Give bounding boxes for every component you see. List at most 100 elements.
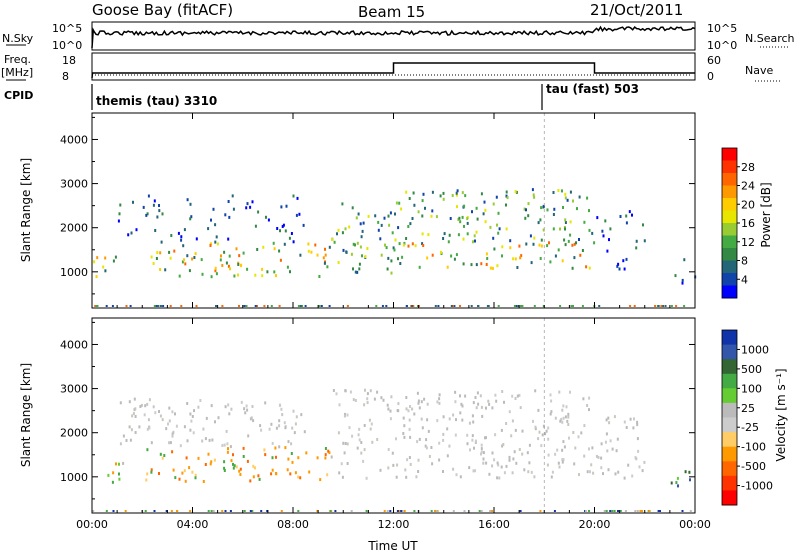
scatter-cell — [280, 205, 283, 209]
scatter-cell — [184, 479, 187, 483]
scatter-cell — [304, 305, 307, 307]
scatter-cell — [464, 194, 467, 198]
scatter-cell — [473, 234, 476, 238]
scatter-cell — [466, 217, 469, 221]
scatter-cell — [636, 510, 639, 512]
scatter-cell — [660, 305, 663, 307]
power-colorbar-label: Power [dB] — [759, 182, 773, 247]
scatter-cell — [583, 454, 586, 458]
scatter-cell — [246, 202, 249, 206]
scatter-cell — [293, 431, 296, 435]
scatter-cell — [202, 480, 205, 483]
scatter-cell — [562, 458, 565, 462]
scatter-cell — [357, 212, 360, 216]
scatter-cell — [458, 216, 461, 220]
scatter-cell — [298, 212, 301, 216]
scatter-cell — [468, 466, 471, 470]
scatter-cell — [414, 244, 417, 248]
scatter-cell — [344, 389, 347, 393]
scatter-cell — [361, 229, 364, 233]
scatter-cell — [292, 240, 295, 244]
scatter-cell — [278, 445, 281, 449]
scatter-cell — [562, 206, 564, 209]
scatter-cell — [330, 455, 333, 459]
scatter-cell — [438, 441, 441, 445]
scatter-cell — [472, 469, 475, 473]
scatter-cell — [534, 425, 537, 429]
scatter-cell — [495, 399, 498, 403]
colorbar-swatch — [722, 417, 737, 433]
scatter-cell — [407, 244, 410, 248]
scatter-cell — [564, 415, 567, 419]
scatter-cell — [572, 199, 574, 203]
scatter-cell — [360, 441, 363, 444]
scatter-cell — [562, 440, 565, 444]
colorbar-tick-label: -100 — [741, 441, 766, 454]
scatter-cell — [266, 270, 269, 274]
scatter-cell — [493, 247, 496, 251]
scatter-cell — [459, 220, 462, 224]
scatter-cell — [511, 394, 514, 398]
scatter-cell — [257, 474, 260, 478]
scatter-cell — [362, 221, 365, 225]
scatter-cell — [634, 510, 637, 512]
scatter-cell — [641, 469, 644, 473]
scatter-cell — [273, 270, 276, 274]
scatter-cell — [194, 476, 197, 480]
scatter-cell — [394, 238, 397, 242]
scatter-cell — [514, 428, 517, 432]
scatter-cell — [272, 241, 275, 245]
scatter-cell — [542, 204, 545, 208]
scatter-cell — [561, 460, 564, 464]
scatter-cell — [582, 397, 585, 401]
scatter-cell — [496, 264, 499, 268]
scatter-cell — [551, 470, 554, 474]
scatter-cell — [407, 225, 410, 228]
scatter-cell — [485, 436, 487, 440]
scatter-cell — [519, 406, 522, 410]
scatter-cell — [540, 444, 543, 448]
scatter-cell — [421, 199, 424, 203]
scatter-cell — [437, 305, 440, 307]
scatter-cell — [413, 412, 416, 416]
scatter-cell — [132, 200, 134, 204]
scatter-cell — [592, 471, 595, 475]
scatter-cell — [191, 257, 194, 261]
scatter-cell — [566, 419, 569, 423]
scatter-cell — [227, 403, 230, 407]
scatter-cell — [505, 422, 508, 425]
scatter-cell — [146, 212, 149, 216]
scatter-cell — [537, 437, 540, 441]
scatter-cell — [492, 236, 495, 240]
scatter-cell — [403, 435, 406, 439]
scatter-cell — [278, 249, 281, 253]
scatter-cell — [254, 305, 257, 307]
scatter-cell — [264, 453, 267, 457]
scatter-cell — [336, 232, 338, 236]
scatter-cell — [525, 208, 527, 212]
scatter-cell — [489, 266, 492, 270]
scatter-cell — [533, 475, 536, 479]
scatter-cell — [496, 461, 499, 465]
scatter-cell — [515, 461, 518, 465]
scatter-cell — [257, 210, 260, 214]
scatter-cell — [588, 228, 591, 232]
scatter-cell — [362, 459, 365, 463]
scatter-cell — [559, 227, 561, 231]
scatter-cell — [448, 233, 451, 237]
scatter-cell — [287, 440, 290, 444]
scatter-cell — [363, 448, 366, 452]
cpid-segment-1: themis (tau) 3310 — [96, 94, 217, 108]
scatter-cell — [357, 433, 360, 437]
scatter-cell — [554, 452, 557, 456]
scatter-cell — [156, 215, 159, 219]
scatter-cell — [283, 421, 286, 425]
scatter-cell — [613, 510, 616, 512]
scatter-cell — [471, 434, 474, 438]
scatter-cell — [480, 452, 482, 456]
scatter-cell — [314, 243, 317, 247]
scatter-cell — [190, 215, 193, 219]
scatter-cell — [484, 220, 487, 224]
velocity-panel: 00:00 04:00 08:00 12:00 16:00 20:00 00:00 1000 2… — [19, 317, 711, 553]
scatter-cell — [606, 449, 609, 453]
